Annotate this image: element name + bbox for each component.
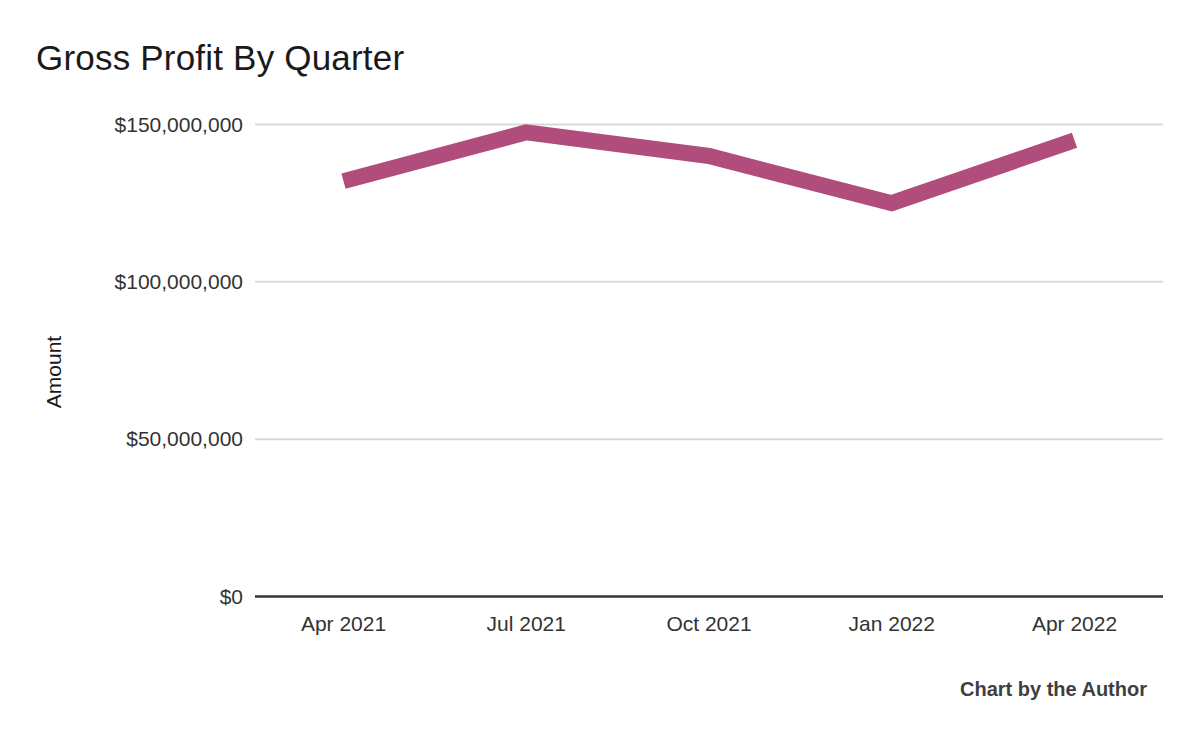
y-tick-label: $0: [220, 585, 243, 609]
x-tick-label: Oct 2021: [629, 612, 789, 636]
y-tick-label: $150,000,000: [115, 113, 243, 137]
x-tick-label: Apr 2022: [995, 612, 1155, 636]
y-axis-title: Amount: [42, 336, 66, 408]
y-tick-label: $100,000,000: [115, 270, 243, 294]
chart-canvas: Gross Profit By Quarter Amount $0$50,000…: [0, 0, 1200, 742]
chart-credit: Chart by the Author: [960, 678, 1147, 701]
x-tick-label: Jan 2022: [812, 612, 972, 636]
x-tick-label: Jul 2021: [446, 612, 606, 636]
series-line-gross-profit: [344, 132, 1075, 203]
y-tick-label: $50,000,000: [126, 427, 243, 451]
x-tick-label: Apr 2021: [264, 612, 424, 636]
